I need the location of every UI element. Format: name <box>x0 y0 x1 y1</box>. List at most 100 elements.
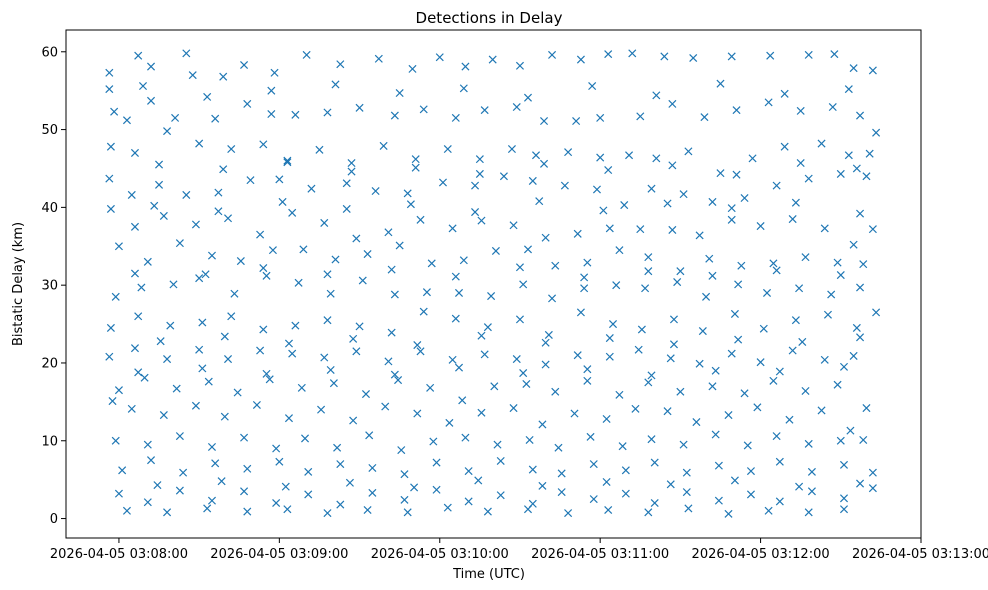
detection-marker <box>138 81 148 91</box>
detection-marker <box>475 169 484 178</box>
detection-marker <box>576 308 585 317</box>
detection-marker <box>454 363 464 372</box>
detection-marker <box>114 242 123 251</box>
x-tick-label: 2026-04-05 03:13:00 <box>852 547 988 562</box>
y-tick-label: 10 <box>41 434 58 449</box>
detection-marker <box>791 198 800 207</box>
detection-marker <box>708 197 717 206</box>
detection-marker <box>127 404 136 413</box>
detection-marker <box>317 405 326 414</box>
detection-marker <box>535 197 544 206</box>
detection-marker <box>159 211 168 220</box>
detection-marker <box>397 446 406 455</box>
detection-marker <box>666 354 675 363</box>
detection-marker <box>220 412 229 421</box>
detection-marker <box>644 508 653 517</box>
detection-marker <box>172 384 181 393</box>
detection-marker <box>692 418 701 427</box>
chart-title: Detections in Delay <box>416 9 563 27</box>
detection-marker <box>830 50 839 59</box>
detection-marker <box>323 316 332 325</box>
detection-marker <box>336 500 345 509</box>
detection-marker <box>284 339 293 348</box>
detection-marker <box>764 98 773 107</box>
detection-marker <box>807 487 816 496</box>
detection-marker <box>668 161 677 170</box>
detection-marker <box>708 271 717 280</box>
detection-marker <box>647 184 656 193</box>
detection-marker <box>570 409 579 418</box>
detection-marker <box>175 486 184 495</box>
detection-marker <box>323 108 332 117</box>
detection-marker <box>679 440 688 449</box>
detection-marker <box>256 346 265 355</box>
detection-marker <box>663 199 672 208</box>
detection-marker <box>636 225 645 234</box>
detection-marker <box>868 468 877 477</box>
detection-marker <box>628 49 637 58</box>
detection-marker <box>483 323 492 332</box>
detection-marker <box>448 355 457 364</box>
detection-marker <box>146 96 156 105</box>
detection-marker <box>604 166 613 175</box>
detection-marker <box>477 408 486 417</box>
detection-marker <box>363 250 372 259</box>
detection-marker <box>519 369 528 378</box>
detection-marker <box>849 351 858 360</box>
detection-marker <box>114 386 123 395</box>
detection-marker <box>554 443 563 452</box>
detection-marker <box>785 415 794 424</box>
y-tick-label: 50 <box>41 123 58 138</box>
detection-marker <box>804 508 813 517</box>
detection-marker <box>740 194 749 203</box>
detection-marker <box>355 322 364 331</box>
detection-marker <box>807 467 816 476</box>
detection-marker <box>454 288 464 297</box>
detection-marker <box>291 110 300 119</box>
detection-marker <box>214 188 223 197</box>
y-tick-label: 20 <box>41 356 58 371</box>
detection-marker <box>422 288 431 297</box>
detection-marker <box>515 61 524 70</box>
detection-marker <box>795 284 804 293</box>
detection-marker <box>769 259 778 268</box>
detection-marker <box>682 468 691 477</box>
detection-marker <box>852 164 861 173</box>
detection-marker <box>698 327 707 336</box>
detection-marker <box>669 315 678 324</box>
detection-marker <box>163 127 172 136</box>
y-tick-label: 40 <box>41 201 58 216</box>
detection-marker <box>288 349 297 358</box>
detection-marker <box>387 265 396 274</box>
detection-marker <box>106 142 115 151</box>
detection-marker <box>329 379 338 388</box>
detection-marker <box>762 288 772 297</box>
detection-marker <box>240 60 249 70</box>
detection-marker <box>381 402 390 411</box>
detection-marker <box>862 172 871 181</box>
detection-marker <box>159 411 168 420</box>
detection-marker <box>323 270 332 279</box>
detection-marker <box>268 246 277 255</box>
detection-marker <box>259 264 268 273</box>
detection-marker <box>868 484 877 493</box>
detection-marker <box>203 92 212 101</box>
detection-marker <box>288 208 297 217</box>
detection-marker <box>464 497 473 506</box>
detection-marker <box>480 106 489 115</box>
detection-marker <box>796 106 805 115</box>
detection-marker <box>756 358 765 367</box>
detection-marker <box>817 139 826 148</box>
detection-marker <box>483 507 492 516</box>
x-tick-label: 2026-04-05 03:12:00 <box>692 547 830 562</box>
detection-marker <box>775 457 784 466</box>
detection-marker <box>451 314 460 323</box>
detection-marker <box>548 50 557 59</box>
detection-marker <box>127 190 136 199</box>
detection-marker <box>150 201 159 210</box>
detection-marker <box>400 495 409 504</box>
detection-marker <box>548 294 557 303</box>
detection-marker <box>342 179 351 188</box>
detection-marker <box>195 345 204 354</box>
